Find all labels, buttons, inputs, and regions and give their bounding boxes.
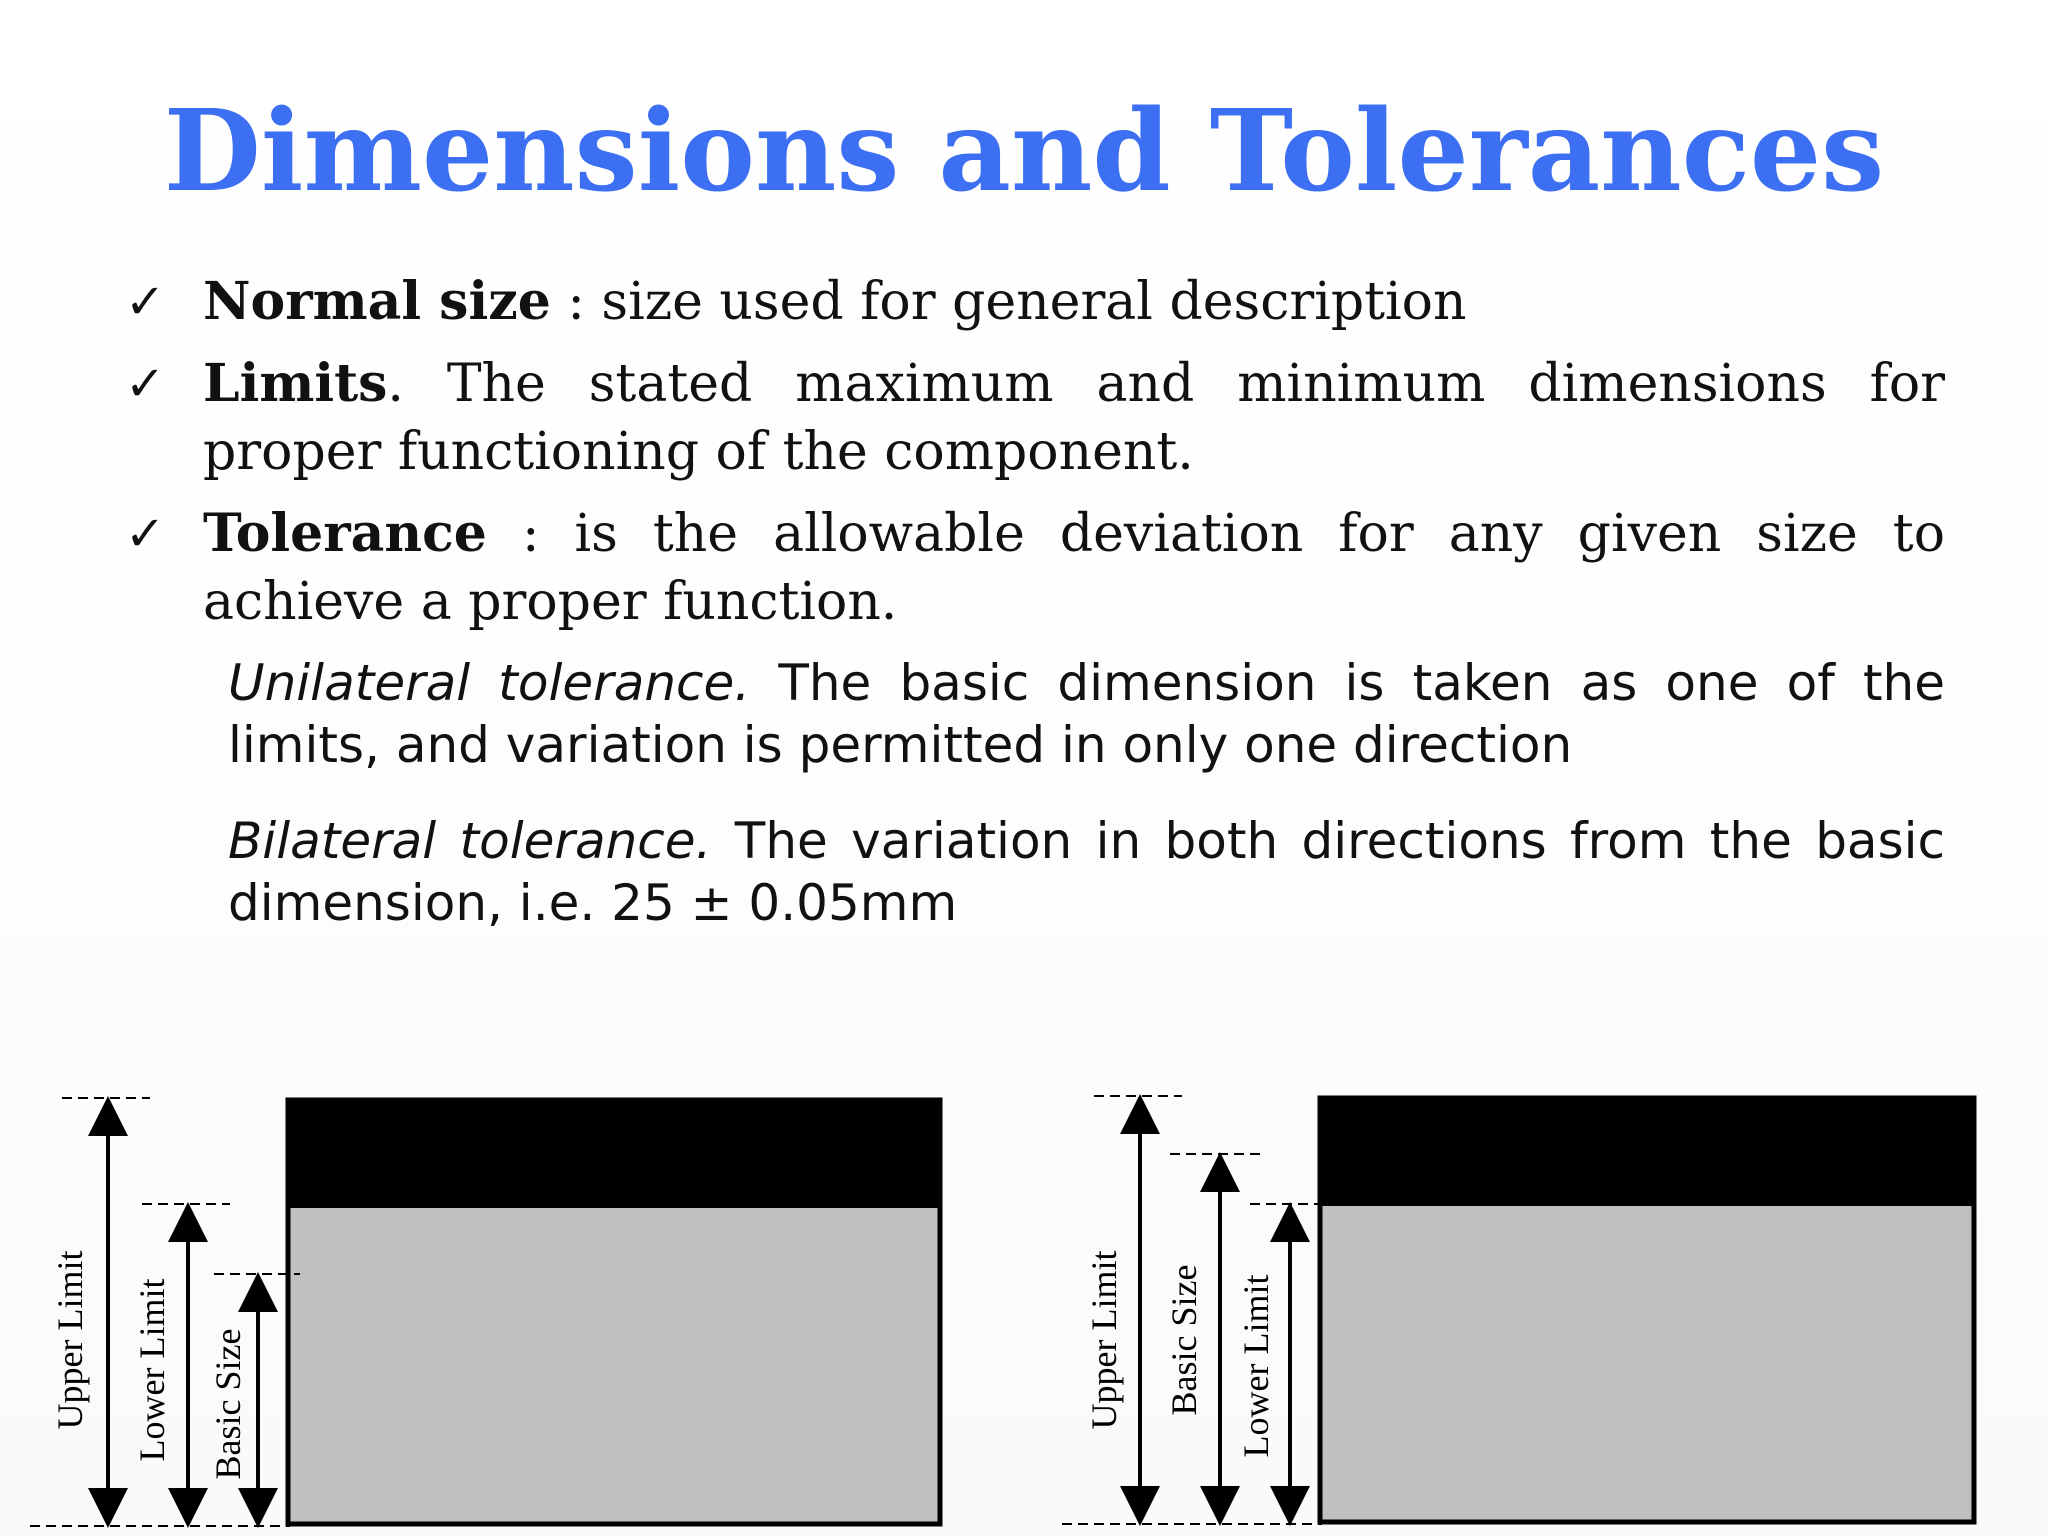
bullet-limits: ✓ Limits. The stated maximum and minimum… (125, 350, 1945, 486)
subpoint-term: Unilateral tolerance. (228, 654, 751, 712)
lower-limit-label: Lower Limit (132, 1279, 172, 1462)
subpoint-term: Bilateral tolerance. (228, 812, 712, 870)
unilateral-diagram: Upper Limit Lower Limit Basic Size (30, 1096, 943, 1528)
bullet-text: . The stated maximum and minimum dimensi… (203, 354, 1945, 482)
bullet-term: Normal size (203, 271, 551, 332)
tolerance-band (1320, 1098, 1974, 1206)
slide-title: Dimensions and Tolerances (163, 86, 1885, 217)
tolerance-band (288, 1100, 940, 1208)
bullet-text: : is the allowable deviation for any giv… (203, 504, 1945, 632)
subpoint-bilateral: Bilateral tolerance. The variation in bo… (228, 810, 1945, 934)
bullet-normal-size: ✓ Normal size : size used for general de… (125, 268, 1945, 336)
subpoint-text: The variation in both directions from th… (228, 812, 1945, 932)
bullet-list: ✓ Normal size : size used for general de… (125, 268, 1945, 650)
lower-limit-label: Lower Limit (1236, 1275, 1276, 1458)
basic-size-label: Basic Size (1164, 1265, 1204, 1416)
bullet-tolerance: ✓ Tolerance : is the allowable deviation… (125, 500, 1945, 636)
bullet-term: Tolerance (203, 503, 487, 564)
checkmark-icon: ✓ (125, 506, 166, 562)
subpoint-unilateral: Unilateral tolerance. The basic dimensio… (228, 652, 1945, 776)
bullet-term: Limits (203, 353, 388, 414)
bullet-text: : size used for general description (550, 272, 1467, 332)
basic-size-label: Basic Size (208, 1329, 248, 1480)
bilateral-diagram: Upper Limit Basic Size Lower Limit (1062, 1094, 1977, 1526)
upper-limit-label: Upper Limit (1084, 1251, 1124, 1430)
checkmark-icon: ✓ (125, 356, 166, 412)
checkmark-icon: ✓ (125, 274, 166, 330)
upper-limit-label: Upper Limit (50, 1251, 90, 1430)
subpoint-text: The basic dimension is taken as one of t… (228, 654, 1945, 774)
